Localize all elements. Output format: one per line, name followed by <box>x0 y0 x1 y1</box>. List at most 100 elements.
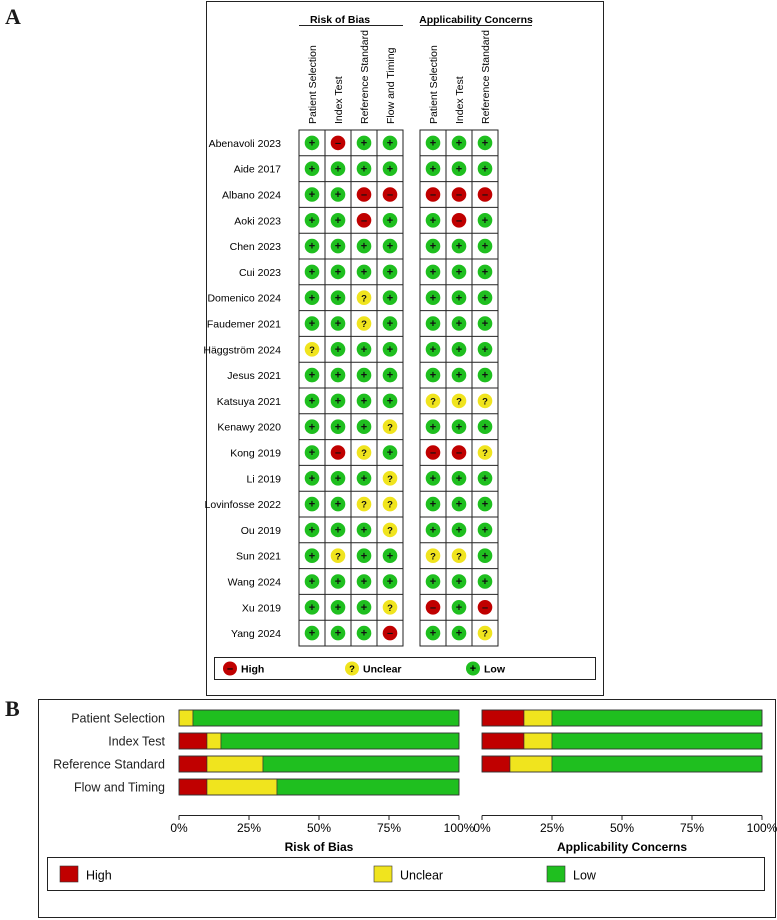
judgement-low: + <box>304 316 320 331</box>
judgement-dot <box>382 496 398 512</box>
chart-title: Risk of Bias <box>285 840 354 854</box>
judgement-symbol: + <box>482 163 488 175</box>
chart-title: Applicability Concerns <box>557 840 687 854</box>
judgement-low: + <box>382 316 398 331</box>
judgement-dot <box>425 264 441 280</box>
judgement-symbol: + <box>430 628 436 640</box>
judgement-high: – <box>330 135 346 151</box>
study-label: Chen 2023 <box>230 241 282 253</box>
panel-b-label: B <box>5 696 20 721</box>
judgement-low: + <box>382 161 398 176</box>
judgement-symbol: – <box>387 189 393 201</box>
judgement-low: + <box>451 367 467 383</box>
judgement-low: + <box>304 522 320 538</box>
judgement-low: + <box>477 419 493 435</box>
judgement-dot <box>425 393 441 409</box>
judgement-high: – <box>425 445 441 460</box>
judgement-dot <box>304 135 320 151</box>
judgement-symbol: ? <box>482 448 488 459</box>
judgement-symbol: + <box>482 344 488 356</box>
study-label: Häggström 2024 <box>203 344 281 356</box>
judgement-dot <box>330 522 346 538</box>
legend-dot-low <box>466 661 480 676</box>
judgement-dot <box>382 419 398 435</box>
judgement-symbol: + <box>387 318 393 330</box>
judgement-dot <box>451 419 467 435</box>
judgement-low: + <box>304 548 320 563</box>
judgement-dot <box>304 238 320 254</box>
category-label: Patient Selection <box>71 712 165 726</box>
bar-low <box>551 755 763 773</box>
judgement-symbol: + <box>456 421 462 433</box>
judgement-low: + <box>425 238 441 254</box>
judgement-symbol: + <box>335 370 341 382</box>
legend-swatch-low <box>546 865 566 883</box>
judgement-symbol: + <box>309 267 315 279</box>
legend-swatch-unclear <box>373 865 393 883</box>
judgement-low: + <box>451 342 467 357</box>
judgement-low: + <box>425 367 441 383</box>
judgement-symbol: + <box>387 267 393 279</box>
judgement-symbol: + <box>361 628 367 640</box>
bar-outline <box>178 732 460 750</box>
judgement-dot <box>330 393 346 409</box>
judgement-dot <box>304 161 320 176</box>
judgement-low: + <box>477 316 493 331</box>
judgement-low: + <box>451 264 467 280</box>
bar-outline <box>481 755 763 773</box>
legend-label-low: Low <box>573 869 597 883</box>
judgement-symbol: + <box>361 344 367 356</box>
bar-outline <box>178 709 460 727</box>
judgement-symbol: – <box>430 602 436 614</box>
judgement-low: + <box>356 393 372 409</box>
judgement-unclear: ? <box>304 342 320 357</box>
judgement-symbol: + <box>430 267 436 279</box>
judgement-symbol: + <box>309 370 315 382</box>
bar-low <box>551 709 763 727</box>
category-label: Flow and Timing <box>74 781 165 795</box>
judgement-low: + <box>382 393 398 409</box>
judgement-low: + <box>425 496 441 512</box>
judgement-dot <box>425 290 441 306</box>
risk-of-bias-grid <box>298 129 404 647</box>
judgement-dot <box>477 264 493 280</box>
judgement-dot <box>425 522 441 538</box>
judgement-dot <box>356 290 372 306</box>
judgement-symbol: + <box>361 138 367 150</box>
study-label: Cui 2023 <box>239 267 281 279</box>
judgement-low: + <box>330 342 346 357</box>
judgement-dot <box>477 238 493 254</box>
judgement-unclear: ? <box>425 548 441 563</box>
judgement-dot <box>356 342 372 357</box>
judgement-dot <box>330 187 346 202</box>
column-header: Index Test <box>333 76 345 124</box>
bar-high <box>481 755 511 773</box>
x-tick-label: 0% <box>473 821 491 835</box>
bar-unclear <box>206 732 222 750</box>
judgement-dot <box>356 445 372 460</box>
judgement-dot <box>451 135 467 151</box>
judgement-dot <box>382 238 398 254</box>
judgement-dot <box>356 135 372 151</box>
judgement-dot <box>304 600 320 615</box>
judgement-low: + <box>451 419 467 435</box>
study-label: Abenavoli 2023 <box>209 138 282 150</box>
judgement-symbol: + <box>335 318 341 330</box>
judgement-dot <box>382 316 398 331</box>
judgement-symbol: ? <box>335 551 341 562</box>
judgement-dot <box>356 496 372 512</box>
judgement-dot <box>451 213 467 228</box>
judgement-symbol: + <box>387 292 393 304</box>
judgement-dot <box>425 496 441 512</box>
column-header: Reference Standard <box>359 30 371 124</box>
judgement-high: – <box>382 625 398 641</box>
judgement-low: + <box>477 548 493 563</box>
judgement-symbol: + <box>335 241 341 253</box>
judgement-symbol: + <box>309 576 315 588</box>
judgement-dot <box>330 625 346 641</box>
judgement-symbol: + <box>309 318 315 330</box>
judgement-low: + <box>477 471 493 486</box>
judgement-low: + <box>356 367 372 383</box>
study-label: Aide 2017 <box>234 164 281 176</box>
graph-legend: High Unclear Low <box>47 857 765 891</box>
